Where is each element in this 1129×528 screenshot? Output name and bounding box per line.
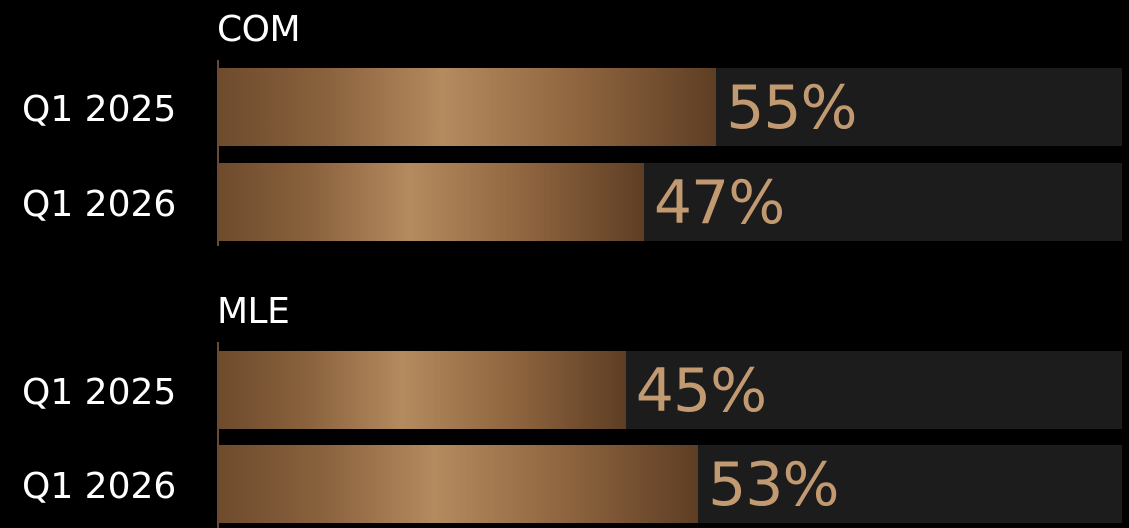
row-label-mle-q1-2026: Q1 2026 — [22, 466, 177, 507]
value-label-com-q1-2026: 47% — [653, 168, 785, 238]
bar-com-q1-2026 — [219, 163, 644, 241]
value-label-mle-q1-2025: 45% — [635, 356, 767, 426]
bar-track-com-q1-2025: 55% — [219, 68, 1122, 146]
row-label-com-q1-2025: Q1 2025 — [22, 89, 177, 130]
bar-track-mle-q1-2026: 53% — [219, 445, 1122, 523]
axis-line-com — [217, 60, 219, 246]
bar-com-q1-2025 — [219, 68, 717, 146]
group-title-com: COM — [217, 9, 301, 50]
axis-line-mle — [217, 342, 219, 528]
value-label-mle-q1-2026: 53% — [708, 450, 839, 520]
row-label-com-q1-2026: Q1 2026 — [22, 184, 177, 225]
group-title-mle: MLE — [217, 291, 290, 332]
row-label-mle-q1-2025: Q1 2025 — [22, 372, 177, 413]
bar-track-com-q1-2026: 47% — [219, 163, 1122, 241]
value-label-com-q1-2025: 55% — [726, 73, 857, 143]
bar-mle-q1-2026 — [219, 445, 699, 523]
bar-mle-q1-2025 — [219, 351, 626, 429]
bar-track-mle-q1-2025: 45% — [219, 351, 1122, 429]
